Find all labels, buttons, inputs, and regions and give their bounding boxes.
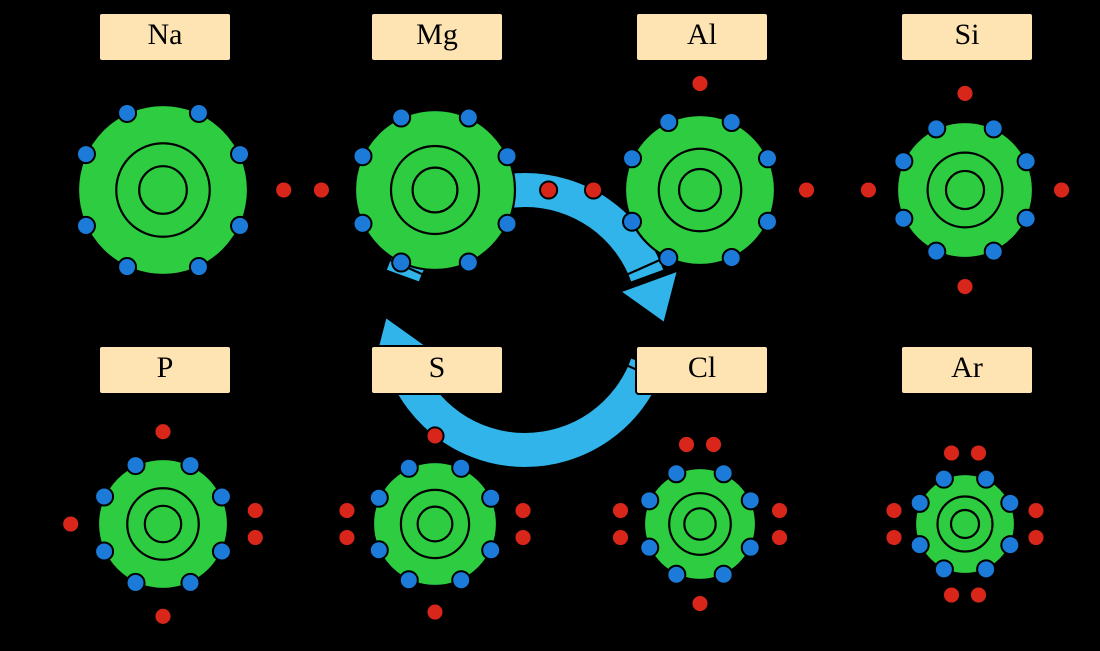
- element-label-mg: Mg: [370, 12, 504, 62]
- element-label-na: Na: [98, 12, 232, 62]
- element-label-p: P: [98, 345, 232, 395]
- element-label-cl: Cl: [635, 345, 769, 395]
- element-label-al: Al: [635, 12, 769, 62]
- element-label-si: Si: [900, 12, 1034, 62]
- element-label-s: S: [370, 345, 504, 395]
- diagram-stage: Na Mg Al Si P S Cl Ar: [0, 0, 1100, 651]
- atoms-svg: [0, 0, 1100, 651]
- element-label-ar: Ar: [900, 345, 1034, 395]
